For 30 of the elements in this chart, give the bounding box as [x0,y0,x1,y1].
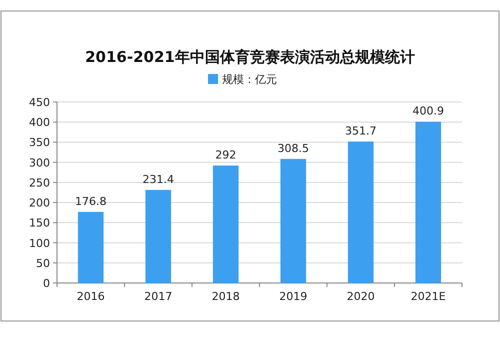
x-tick-label: 2020 [346,290,375,303]
y-tick-label: 50 [36,256,50,270]
y-tick-label: 300 [29,156,50,170]
y-tick-label: 150 [29,216,50,230]
legend-label: 规模：亿元 [222,73,277,86]
data-label: 176.8 [75,194,106,208]
y-tick-label: 200 [29,196,50,210]
chart-title: 2016-2021年中国体育竞赛表演活动总规模统计 [85,48,415,66]
bar [280,158,306,283]
bar [145,190,172,283]
y-tick-label: 400 [29,116,50,130]
data-label: 351.7 [345,124,376,138]
y-tick-label: 350 [29,136,50,150]
data-label: 400.9 [412,104,444,118]
x-tick-label: 2019 [279,290,308,303]
y-tick-label: 450 [29,96,50,109]
x-tick-label: 2021E [410,290,446,303]
bar [78,212,104,283]
data-label: 292 [215,148,236,162]
bar [212,166,239,283]
bar [348,142,374,283]
x-tick-label: 2018 [212,290,240,303]
y-tick-label: 0 [43,277,50,290]
x-tick-label: 2017 [144,290,172,303]
x-tick-label: 2016 [76,290,105,303]
data-label: 231.4 [142,172,174,186]
y-tick-label: 250 [29,176,50,190]
y-tick-label: 100 [29,236,50,250]
bar [415,122,442,283]
data-label: 308.5 [278,142,309,155]
